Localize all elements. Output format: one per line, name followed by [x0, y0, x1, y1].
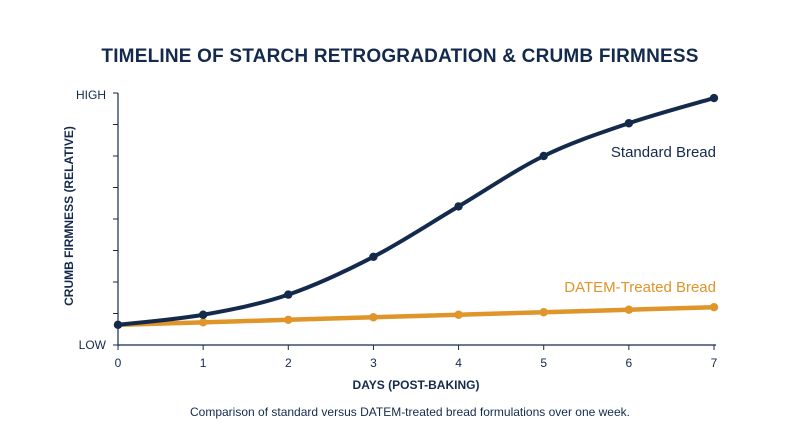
data-point-standard — [284, 290, 293, 299]
x-tick-label: 1 — [200, 356, 207, 370]
data-point-datem — [369, 313, 378, 322]
y-axis-label: CRUMB FIRMNESS (RELATIVE) — [62, 126, 76, 306]
x-tick-label: 6 — [626, 356, 633, 370]
x-tick-label: 3 — [370, 356, 377, 370]
x-tick-label: 5 — [540, 356, 547, 370]
series-layer — [113, 93, 719, 330]
data-point-standard — [454, 202, 463, 211]
data-point-standard — [198, 310, 208, 319]
data-point-datem — [539, 308, 548, 317]
data-point-standard — [624, 119, 634, 128]
data-point-standard — [539, 151, 548, 161]
x-tick-label: 4 — [455, 356, 462, 370]
series-label-standard: Standard Bread — [611, 144, 716, 161]
y-tick-high: HIGH — [76, 88, 106, 102]
x-tick-label: 7 — [711, 356, 718, 370]
x-axis-label: DAYS (POST-BAKING) — [353, 378, 480, 392]
y-tick-low: LOW — [79, 338, 107, 352]
data-point-standard — [369, 252, 378, 261]
data-point-standard — [709, 93, 719, 103]
data-point-datem — [624, 305, 634, 314]
data-point-datem — [284, 315, 293, 324]
series-label-datem: DATEM-Treated Bread — [564, 279, 716, 296]
axes: 0 1 2 3 4 5 6 7 — [113, 92, 718, 370]
data-point-datem — [709, 303, 719, 312]
x-tick-label: 0 — [115, 356, 122, 370]
chart-caption: Comparison of standard versus DATEM-trea… — [190, 405, 630, 419]
data-point-datem — [198, 318, 208, 327]
series-line-standard — [116, 96, 716, 327]
data-point-standard — [113, 320, 123, 330]
chart-title: TIMELINE OF STARCH RETROGRADATION & CRUM… — [101, 46, 698, 67]
x-tick-label: 2 — [285, 356, 292, 370]
data-point-datem — [454, 310, 463, 319]
series-line-datem — [115, 304, 717, 328]
